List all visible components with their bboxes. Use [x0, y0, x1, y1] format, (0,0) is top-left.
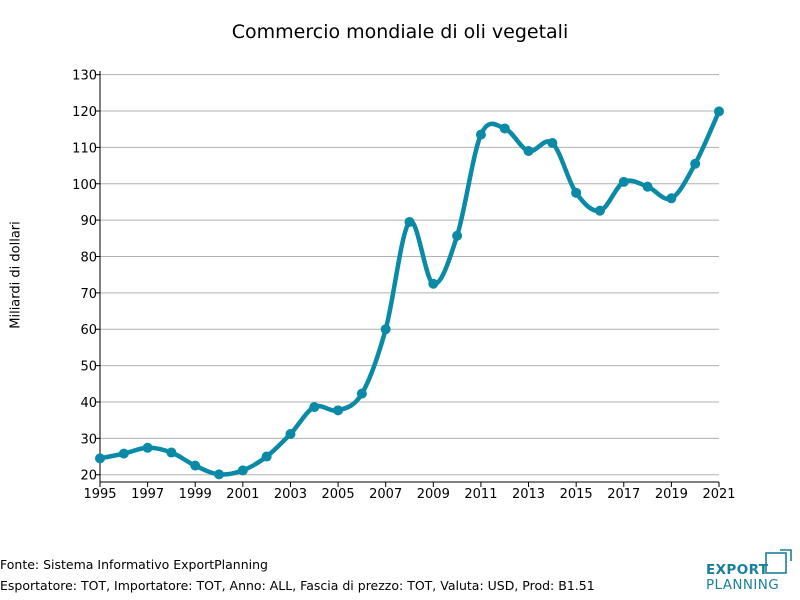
y-tick-label: 80: [80, 250, 97, 265]
logo-text-planning: PLANNING: [706, 577, 780, 593]
y-tick-label: 70: [80, 287, 97, 302]
data-point[interactable]: [190, 460, 201, 471]
data-point[interactable]: [642, 181, 653, 192]
data-point[interactable]: [475, 129, 486, 140]
data-point[interactable]: [309, 402, 320, 413]
y-tick-label: 40: [80, 396, 97, 411]
data-point[interactable]: [404, 216, 415, 227]
y-tick-label: 100: [72, 178, 97, 193]
x-tick-label: 2011: [464, 487, 497, 502]
data-point[interactable]: [237, 465, 248, 476]
x-tick-label: 2013: [512, 487, 545, 502]
x-tick-label: 2019: [655, 487, 688, 502]
x-tick-label: 2017: [607, 487, 640, 502]
y-tick-label: 120: [72, 105, 97, 120]
data-point[interactable]: [571, 187, 582, 198]
y-tick-label: 130: [72, 69, 97, 84]
y-tick-label: 60: [80, 323, 97, 338]
data-point[interactable]: [690, 158, 701, 169]
filters-note: Esportatore: TOT, Importatore: TOT, Anno…: [0, 578, 595, 593]
data-point[interactable]: [452, 230, 463, 241]
data-point[interactable]: [214, 469, 225, 480]
y-tick-label: 50: [80, 360, 97, 375]
data-point[interactable]: [666, 193, 677, 204]
x-tick-label: 2015: [560, 487, 593, 502]
data-point[interactable]: [118, 448, 129, 459]
x-tick-label: 2003: [274, 487, 307, 502]
x-tick-label: 1997: [131, 487, 164, 502]
x-tick-label: 2007: [369, 487, 402, 502]
y-axis-ticks: 20 30 40 50 60 70 80 90 100 110 120 130: [72, 69, 100, 484]
y-tick-label: 20: [80, 469, 97, 484]
x-tick-label: 1999: [179, 487, 212, 502]
x-tick-label: 2005: [322, 487, 355, 502]
series-group: [95, 106, 724, 480]
data-point[interactable]: [261, 451, 272, 462]
logo-text-export: EXPORT: [706, 562, 769, 578]
x-tick-label: 2001: [226, 487, 259, 502]
data-point[interactable]: [499, 123, 510, 134]
data-point[interactable]: [166, 447, 177, 458]
x-tick-label: 1995: [83, 487, 116, 502]
data-point[interactable]: [142, 442, 153, 453]
axes: [99, 71, 719, 483]
data-point[interactable]: [594, 205, 605, 216]
logo-mark-icon: [765, 549, 792, 574]
y-tick-label: 90: [80, 214, 97, 229]
data-point[interactable]: [380, 324, 391, 335]
data-point[interactable]: [714, 106, 724, 117]
data-point[interactable]: [618, 176, 629, 187]
data-point[interactable]: [547, 138, 558, 149]
x-tick-label: 2021: [702, 487, 735, 502]
data-point[interactable]: [285, 428, 296, 439]
chart-title: Commercio mondiale di oli vegetali: [231, 21, 569, 43]
exportplanning-logo[interactable]: EXPORT PLANNING: [706, 548, 798, 596]
data-point[interactable]: [95, 453, 105, 464]
data-point[interactable]: [333, 405, 344, 416]
grid-lines: [100, 74, 719, 476]
y-tick-label: 30: [80, 432, 97, 447]
x-tick-label: 2009: [417, 487, 450, 502]
x-axis-ticks: 1995 1997 1999 2001 2003 2005 2007 2009 2011 2013…: [83, 482, 736, 502]
source-note: Fonte: Sistema Informativo ExportPlannin…: [0, 557, 268, 572]
data-point[interactable]: [523, 146, 534, 157]
y-tick-label: 110: [72, 141, 97, 156]
data-point[interactable]: [428, 278, 439, 289]
data-point[interactable]: [356, 388, 367, 399]
